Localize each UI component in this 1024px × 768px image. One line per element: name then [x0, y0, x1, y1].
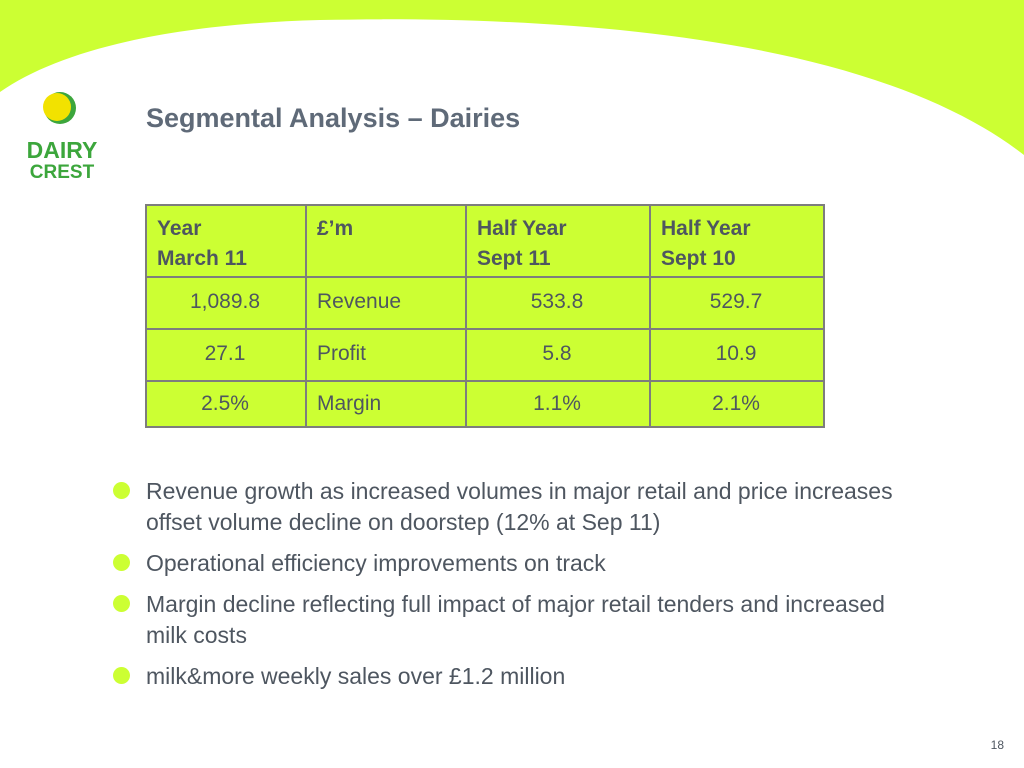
bullet-dot-icon: [113, 667, 130, 684]
table-header-row: Year March 11 £’m Half Year Sept 11 Half Y…: [145, 204, 825, 278]
cell-sept11-revenue: 533.8: [465, 276, 651, 330]
cell-sept11-margin: 1.1%: [465, 380, 651, 428]
cell-year-profit: 27.1: [145, 328, 307, 382]
bullet-list: Revenue growth as increased volumes in m…: [113, 476, 893, 702]
dairy-crest-logo: DAIRY CREST: [22, 92, 102, 184]
cell-label-margin: Margin: [305, 380, 467, 428]
table-row-profit: 27.1 Profit 5.8 10.9: [145, 328, 825, 382]
logo-text-crest: CREST: [30, 162, 95, 183]
header-currency: £’m: [305, 204, 467, 278]
header-half-year-sept-11: Half Year Sept 11: [465, 204, 651, 278]
bullet-item: Operational efficiency improvements on t…: [113, 548, 893, 579]
bullet-text: Revenue growth as increased volumes in m…: [146, 478, 893, 535]
cell-label-revenue: Revenue: [305, 276, 467, 330]
table-row-margin: 2.5% Margin 1.1% 2.1%: [145, 380, 825, 428]
slide-title: Segmental Analysis – Dairies: [146, 103, 521, 133]
header-line: £’m: [317, 217, 354, 240]
cell-sept11-profit: 5.8: [465, 328, 651, 382]
bullet-text: milk&more weekly sales over £1.2 million: [146, 663, 566, 689]
bullet-text: Margin decline reflecting full impact of…: [146, 591, 885, 648]
bullet-item: Revenue growth as increased volumes in m…: [113, 476, 893, 538]
bullet-item: Margin decline reflecting full impact of…: [113, 589, 893, 651]
cell-year-revenue: 1,089.8: [145, 276, 307, 330]
header-line: Half Year: [661, 217, 751, 240]
header-line: Sept 11: [477, 247, 551, 270]
header-line: Half Year: [477, 217, 567, 240]
header-year-march-11: Year March 11: [145, 204, 307, 278]
cell-sept10-profit: 10.9: [649, 328, 825, 382]
cell-label-profit: Profit: [305, 328, 467, 382]
bullet-dot-icon: [113, 595, 130, 612]
header-line: March 11: [157, 247, 247, 270]
bullet-text: Operational efficiency improvements on t…: [146, 550, 606, 576]
bullet-dot-icon: [113, 554, 130, 571]
page-number: 18: [990, 738, 1004, 752]
header-half-year-sept-10: Half Year Sept 10: [649, 204, 825, 278]
cell-year-margin: 2.5%: [145, 380, 307, 428]
table-row-revenue: 1,089.8 Revenue 533.8 529.7: [145, 276, 825, 330]
header-swoosh: [0, 0, 1024, 155]
cell-sept10-margin: 2.1%: [649, 380, 825, 428]
logo-graphic: DAIRY CREST: [27, 92, 98, 183]
bullet-dot-icon: [113, 482, 130, 499]
bullet-item: milk&more weekly sales over £1.2 million: [113, 661, 893, 692]
segment-table: Year March 11 £’m Half Year Sept 11 Half Y…: [145, 204, 825, 428]
logo-text-dairy: DAIRY: [27, 137, 98, 163]
cell-sept10-revenue: 529.7: [649, 276, 825, 330]
header-line: Sept 10: [661, 247, 736, 270]
header-line: Year: [157, 217, 202, 240]
